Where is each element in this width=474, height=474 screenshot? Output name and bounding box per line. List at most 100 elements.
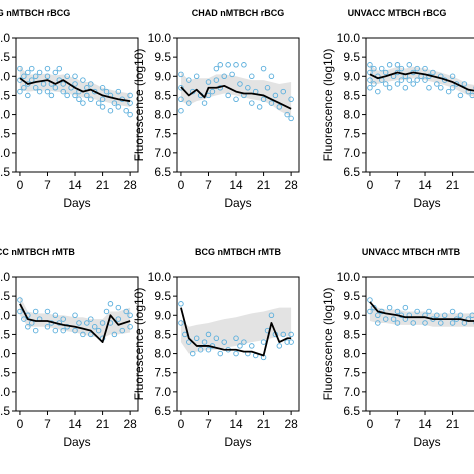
y-tick-label: 8.5	[0, 88, 10, 102]
mean-line	[180, 84, 292, 110]
y-tick-label: 7.5	[154, 127, 171, 141]
data-point	[52, 327, 59, 334]
data-point	[95, 327, 102, 334]
data-point	[422, 65, 428, 72]
data-point	[103, 88, 110, 95]
data-point	[17, 297, 23, 303]
data-point	[414, 65, 420, 72]
data-point	[410, 320, 416, 326]
data-point	[249, 343, 255, 349]
data-point	[398, 65, 405, 72]
data-point	[237, 81, 243, 87]
x-tick-label: 0	[17, 178, 24, 192]
plot-frame	[15, 276, 139, 412]
x-tick-label: 7	[44, 417, 51, 431]
data-point	[382, 316, 389, 322]
data-point	[280, 331, 287, 338]
plot-frame	[365, 37, 474, 173]
data-point	[276, 104, 283, 110]
data-point	[249, 100, 255, 106]
data-point	[115, 316, 122, 322]
x-axis-label: Days	[224, 196, 251, 210]
data-point	[237, 343, 243, 349]
data-point	[469, 92, 474, 99]
y-tick-label: 9.5	[343, 289, 360, 303]
data-point	[386, 62, 393, 68]
data-point	[426, 85, 432, 91]
data-point	[25, 324, 31, 330]
panel-title: BCG nMTBCH rMTB	[195, 247, 281, 257]
y-tick-label: 9.0	[154, 69, 171, 83]
data-point	[115, 88, 122, 95]
chart-panel-5: BCG nMTBCH rMTB 6.5 7.0 7.5 8.0 8.5 9.0 9.5 10.0…	[132, 247, 300, 449]
data-point	[406, 77, 413, 83]
data-point	[410, 81, 416, 87]
data-point	[205, 346, 212, 353]
data-point	[241, 339, 247, 345]
data-point	[72, 92, 78, 99]
data-point	[84, 320, 90, 326]
data-point	[272, 92, 279, 99]
data-point	[382, 69, 389, 76]
x-tick-label: 21	[446, 417, 460, 431]
data-point	[260, 96, 267, 103]
y-tick-label: 7.5	[343, 366, 360, 380]
data-point	[36, 69, 43, 76]
data-point	[52, 69, 59, 76]
mean-line	[369, 71, 474, 92]
x-tick-label: 14	[418, 417, 432, 431]
data-point	[288, 339, 294, 345]
data-point	[72, 327, 78, 334]
data-point	[21, 85, 27, 91]
data-point	[21, 73, 27, 80]
y-tick-label: 8.0	[154, 347, 171, 361]
data-point	[178, 85, 184, 91]
data-point	[205, 79, 212, 85]
data-point	[80, 331, 86, 338]
data-point	[367, 62, 373, 68]
data-point	[60, 88, 66, 95]
data-point	[449, 320, 456, 326]
y-tick-label: 7.0	[343, 146, 360, 160]
y-tick-label: 8.5	[154, 88, 171, 102]
data-point	[80, 100, 86, 106]
data-point	[386, 85, 393, 91]
data-point	[72, 73, 78, 80]
data-point	[107, 107, 114, 114]
x-tick-label: 28	[284, 417, 298, 431]
data-point	[229, 71, 235, 78]
x-tick-label: 21	[257, 178, 271, 192]
data-point	[60, 316, 66, 322]
data-point	[225, 62, 231, 68]
y-tick-label: 8.5	[154, 327, 171, 341]
data-point	[221, 339, 227, 345]
data-point	[394, 81, 401, 87]
x-tick-label: 14	[68, 417, 82, 431]
y-tick-label: 9.0	[0, 308, 10, 322]
data-point	[72, 312, 78, 319]
confidence-band	[180, 307, 292, 354]
x-tick-label: 21	[257, 417, 271, 431]
y-axis-label: Fluorescence (log10)	[321, 49, 335, 162]
data-point	[193, 73, 200, 80]
data-point	[186, 77, 192, 83]
data-point	[288, 96, 294, 103]
data-point	[84, 92, 90, 99]
data-point	[123, 107, 129, 114]
x-tick-label: 7	[44, 178, 51, 192]
data-point	[386, 304, 393, 311]
data-point	[44, 324, 51, 330]
data-point	[371, 65, 377, 72]
y-tick-label: 9.5	[343, 50, 360, 64]
data-point	[56, 65, 63, 72]
data-point	[422, 77, 428, 83]
data-point	[44, 88, 51, 95]
data-point	[115, 304, 122, 311]
x-tick-label: 21	[446, 178, 460, 192]
chart-panel-3: UNVACC MTBCH rBCG 6.5 7.0 7.5 8.0 8.5 9.0 9.5 10…	[321, 8, 474, 210]
data-point	[111, 331, 118, 338]
data-point	[99, 104, 106, 110]
data-point	[233, 350, 239, 357]
data-point	[76, 96, 82, 103]
panel-title: BCG nMTBCH rBCG	[0, 8, 70, 18]
